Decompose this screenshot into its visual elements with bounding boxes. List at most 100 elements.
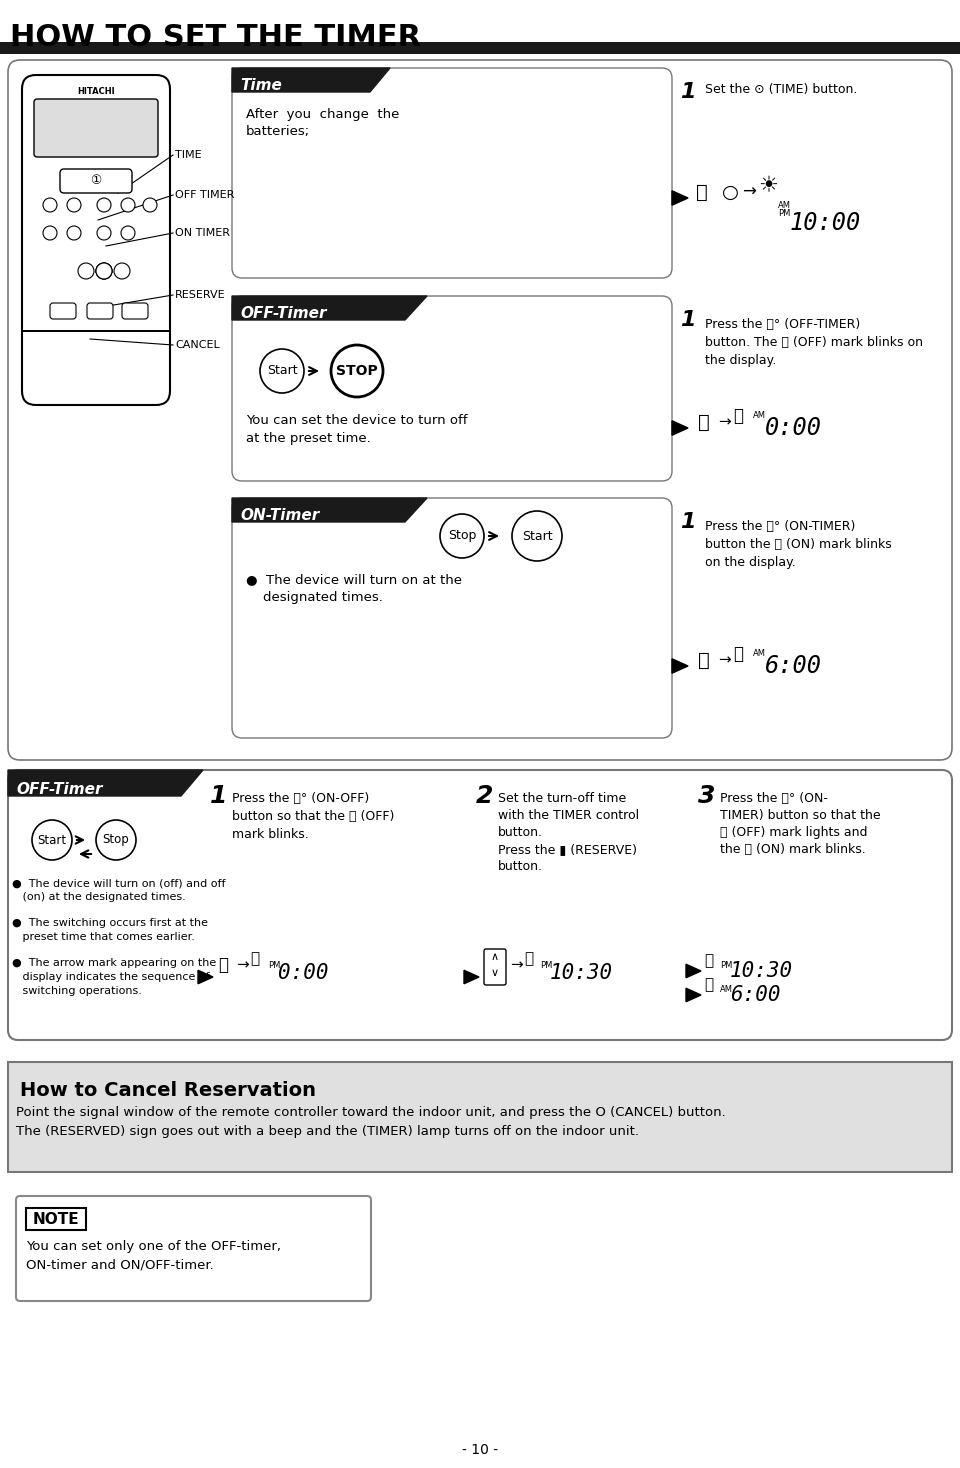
Text: OFF TIMER: OFF TIMER: [175, 189, 234, 200]
Text: Press the ⌚° (ON-
TIMER) button so that the
⌚ (OFF) mark lights and
the ⌚ (ON) m: Press the ⌚° (ON- TIMER) button so that …: [720, 793, 880, 856]
Text: AM: AM: [753, 411, 766, 420]
Text: ●  The device will turn on at the
    designated times.: ● The device will turn on at the designa…: [246, 573, 462, 603]
Circle shape: [97, 198, 111, 211]
Text: ⌚: ⌚: [698, 650, 709, 669]
Text: ○: ○: [722, 182, 739, 201]
Text: - 10 -: - 10 -: [462, 1443, 498, 1458]
Polygon shape: [232, 68, 390, 92]
Text: NOTE: NOTE: [33, 1211, 80, 1226]
Circle shape: [97, 226, 111, 239]
Text: 1: 1: [680, 82, 695, 101]
Text: →: →: [718, 652, 731, 668]
Text: STOP: STOP: [336, 364, 378, 377]
Text: You can set only one of the OFF-timer,
ON-timer and ON/OFF-timer.: You can set only one of the OFF-timer, O…: [26, 1240, 281, 1271]
Circle shape: [67, 226, 81, 239]
Text: Set the ⊙ (TIME) button.: Set the ⊙ (TIME) button.: [705, 84, 857, 97]
Circle shape: [121, 226, 135, 239]
Circle shape: [121, 198, 135, 211]
FancyBboxPatch shape: [8, 771, 952, 1039]
FancyBboxPatch shape: [60, 169, 132, 192]
Polygon shape: [672, 191, 688, 206]
Text: OFF-Timer: OFF-Timer: [16, 781, 103, 797]
Text: Time: Time: [240, 78, 282, 92]
FancyBboxPatch shape: [8, 60, 952, 760]
Text: 10:00: 10:00: [790, 211, 861, 235]
Text: ON TIMER: ON TIMER: [175, 228, 230, 238]
Text: ●  The device will turn on (off) and off: ● The device will turn on (off) and off: [12, 878, 226, 888]
FancyBboxPatch shape: [87, 302, 113, 319]
Text: Stop: Stop: [447, 530, 476, 543]
Circle shape: [67, 198, 81, 211]
Text: ON-Timer: ON-Timer: [240, 508, 320, 523]
Text: 6:00: 6:00: [765, 655, 822, 678]
Text: OFF-Timer: OFF-Timer: [240, 305, 326, 320]
FancyBboxPatch shape: [22, 75, 170, 405]
Polygon shape: [232, 297, 427, 320]
Text: 3: 3: [698, 784, 715, 807]
Circle shape: [512, 511, 562, 561]
Text: 1: 1: [680, 310, 695, 330]
Bar: [0, 43, 960, 54]
Text: ⌚: ⌚: [218, 956, 228, 973]
Polygon shape: [672, 421, 688, 435]
Text: ⌚: ⌚: [250, 951, 259, 966]
Polygon shape: [464, 970, 479, 984]
Text: (on) at the designated times.: (on) at the designated times.: [12, 893, 185, 901]
Text: 6:00: 6:00: [730, 985, 780, 1006]
FancyBboxPatch shape: [232, 297, 672, 482]
Text: HOW TO SET THE TIMER: HOW TO SET THE TIMER: [10, 23, 421, 53]
Text: Stop: Stop: [103, 834, 130, 847]
Circle shape: [43, 226, 57, 239]
Polygon shape: [686, 964, 701, 978]
Circle shape: [96, 263, 112, 279]
Text: Start: Start: [267, 364, 298, 377]
Circle shape: [78, 263, 94, 279]
FancyBboxPatch shape: [232, 68, 672, 277]
Polygon shape: [686, 988, 701, 1001]
Text: RESERVE: RESERVE: [175, 291, 226, 299]
Circle shape: [96, 263, 112, 279]
FancyBboxPatch shape: [16, 1196, 371, 1301]
Text: Start: Start: [37, 834, 66, 847]
Text: Press the ⌚° (ON-OFF)
button so that the ⌚ (OFF)
mark blinks.: Press the ⌚° (ON-OFF) button so that the…: [232, 793, 395, 841]
Text: How to Cancel Reservation: How to Cancel Reservation: [20, 1080, 316, 1100]
FancyBboxPatch shape: [50, 302, 76, 319]
Text: →: →: [236, 957, 249, 972]
Text: ●  The arrow mark appearing on the: ● The arrow mark appearing on the: [12, 959, 216, 967]
Text: PM: PM: [268, 960, 280, 969]
Text: 1: 1: [680, 512, 695, 531]
Text: TIME: TIME: [175, 150, 202, 160]
FancyBboxPatch shape: [484, 948, 506, 985]
Circle shape: [43, 198, 57, 211]
Text: ①: ①: [90, 175, 102, 188]
FancyBboxPatch shape: [122, 302, 148, 319]
Text: 1: 1: [210, 784, 228, 807]
Text: You can set the device to turn off
at the preset time.: You can set the device to turn off at th…: [246, 414, 468, 445]
Circle shape: [114, 263, 130, 279]
Text: AM: AM: [753, 649, 766, 658]
Text: ∧: ∧: [491, 953, 499, 962]
Text: ⌚: ⌚: [733, 644, 743, 664]
Circle shape: [32, 821, 72, 860]
Text: ☀: ☀: [758, 176, 778, 197]
Text: →: →: [718, 414, 731, 430]
Text: Start: Start: [521, 530, 552, 543]
Text: Set the turn-off time
with the TIMER control
button.
Press the ▮ (RESERVE)
butto: Set the turn-off time with the TIMER con…: [498, 793, 639, 873]
Text: preset time that comes earlier.: preset time that comes earlier.: [12, 932, 195, 942]
Bar: [26, 1208, 86, 1230]
Polygon shape: [672, 659, 688, 674]
Circle shape: [260, 349, 304, 393]
Text: ⌚: ⌚: [704, 954, 713, 969]
Text: After  you  change  the
batteries;: After you change the batteries;: [246, 109, 399, 138]
Text: Point the signal window of the remote controller toward the indoor unit, and pre: Point the signal window of the remote co…: [16, 1105, 726, 1138]
Text: HITACHI: HITACHI: [77, 87, 115, 95]
Text: ⌛: ⌛: [696, 182, 708, 201]
Text: 2: 2: [476, 784, 493, 807]
Text: ⌚: ⌚: [524, 951, 533, 966]
FancyBboxPatch shape: [232, 498, 672, 738]
Text: CANCEL: CANCEL: [175, 341, 220, 349]
Bar: [22, 330, 170, 332]
Polygon shape: [8, 771, 203, 796]
Polygon shape: [198, 970, 213, 984]
Text: 10:30: 10:30: [550, 963, 613, 984]
